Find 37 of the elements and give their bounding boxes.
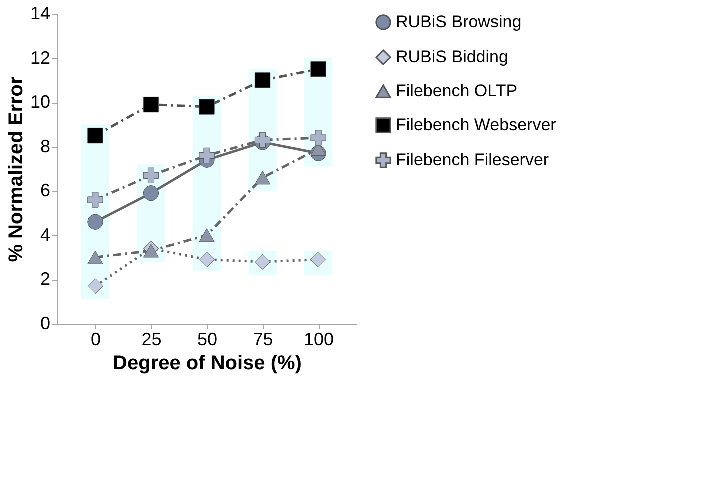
y-tick-label: 4 [40, 224, 50, 245]
y-tick-label: 14 [30, 4, 50, 24]
point [88, 192, 104, 208]
legend-label: Filebench Fileserver [396, 150, 550, 170]
y-tick-label: 10 [30, 92, 50, 112]
y-tick-label: 12 [30, 48, 50, 68]
y-tick-label: 0 [40, 314, 50, 334]
point [88, 214, 104, 230]
y-axis-title: % Normalized Error [5, 76, 28, 262]
legend-label: Filebench OLTP [396, 82, 518, 100]
point [88, 250, 104, 264]
x-tick-label: 50 [197, 330, 218, 350]
point [310, 62, 326, 78]
x-tick-label: 100 [304, 330, 334, 350]
y-tick-label: 6 [40, 180, 50, 201]
point [143, 244, 160, 258]
point [199, 99, 215, 115]
x-tick-label: 0 [90, 330, 101, 350]
x-tick-label: 75 [253, 330, 274, 350]
point [143, 96, 160, 113]
y-tick-label: 8 [40, 136, 50, 156]
x-axis-title: Degree of Noise (%) [113, 352, 302, 374]
x-tick-label: 25 [142, 330, 162, 350]
legend-label: RUBiS Bidding [396, 48, 508, 66]
point [143, 168, 160, 184]
point [88, 128, 104, 144]
point [199, 252, 215, 268]
point [199, 228, 215, 242]
point [199, 148, 215, 164]
point [143, 186, 160, 202]
legend-label: RUBiS Browsing [396, 12, 522, 32]
point [254, 171, 271, 185]
point [88, 278, 104, 294]
legend-label: Filebench Webserver [396, 116, 557, 134]
point [254, 72, 271, 88]
point [310, 130, 326, 146]
y-tick-label: 2 [40, 269, 50, 290]
